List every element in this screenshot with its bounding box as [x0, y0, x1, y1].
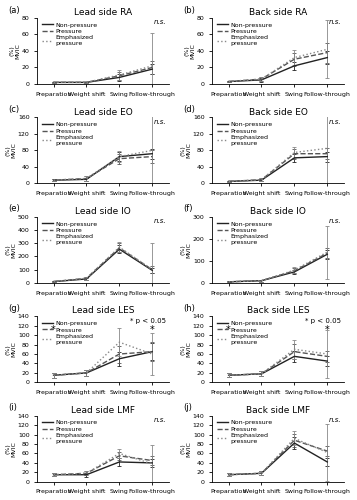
Title: Lead side LMF: Lead side LMF [71, 406, 135, 415]
Legend: Non-pressure, Pressure, Emphasized
pressure: Non-pressure, Pressure, Emphasized press… [40, 21, 99, 48]
Text: *: * [150, 325, 155, 335]
Title: Lead side IO: Lead side IO [75, 207, 131, 216]
Text: *: * [325, 325, 330, 335]
Text: *: * [51, 325, 56, 335]
Text: n.s.: n.s. [328, 218, 341, 224]
Y-axis label: (%)
MVIC: (%) MVIC [181, 142, 191, 158]
Text: n.s.: n.s. [154, 19, 166, 25]
Text: n.s.: n.s. [154, 218, 166, 224]
Y-axis label: (%)
MVIC: (%) MVIC [181, 342, 191, 357]
Text: (i): (i) [8, 404, 17, 412]
Text: (g): (g) [8, 304, 20, 313]
Text: * p < 0.05: * p < 0.05 [305, 318, 341, 324]
Text: (e): (e) [8, 204, 20, 214]
Y-axis label: (%)
MVIC: (%) MVIC [6, 242, 16, 258]
Title: Back side LMF: Back side LMF [246, 406, 310, 415]
Text: n.s.: n.s. [154, 118, 166, 124]
Legend: Non-pressure, Pressure, Emphasized
pressure: Non-pressure, Pressure, Emphasized press… [215, 21, 274, 48]
Text: n.s.: n.s. [328, 417, 341, 423]
Legend: Non-pressure, Pressure, Emphasized
pressure: Non-pressure, Pressure, Emphasized press… [40, 320, 99, 346]
Legend: Non-pressure, Pressure, Emphasized
pressure: Non-pressure, Pressure, Emphasized press… [40, 120, 99, 147]
Legend: Non-pressure, Pressure, Emphasized
pressure: Non-pressure, Pressure, Emphasized press… [40, 220, 99, 246]
Y-axis label: (%)
MVIC: (%) MVIC [181, 242, 191, 258]
Legend: Non-pressure, Pressure, Emphasized
pressure: Non-pressure, Pressure, Emphasized press… [215, 419, 274, 446]
Text: (d): (d) [183, 105, 195, 114]
Title: Back side LES: Back side LES [247, 306, 309, 316]
Legend: Non-pressure, Pressure, Emphasized
pressure: Non-pressure, Pressure, Emphasized press… [215, 120, 274, 147]
Text: (f): (f) [183, 204, 193, 214]
Text: (c): (c) [8, 105, 19, 114]
Y-axis label: (%)
MVIC: (%) MVIC [6, 142, 16, 158]
Y-axis label: (%)
MVIC: (%) MVIC [9, 43, 20, 59]
Title: Back side RA: Back side RA [249, 8, 307, 17]
Text: (j): (j) [183, 404, 192, 412]
Text: * p < 0.05: * p < 0.05 [130, 318, 166, 324]
Title: Lead side LES: Lead side LES [72, 306, 134, 316]
Legend: Non-pressure, Pressure, Emphasized
pressure: Non-pressure, Pressure, Emphasized press… [215, 320, 274, 346]
Text: (b): (b) [183, 6, 195, 15]
Y-axis label: (%)
MVIC: (%) MVIC [6, 342, 16, 357]
Y-axis label: (%)
MVIC: (%) MVIC [185, 43, 195, 59]
Y-axis label: (%)
MVIC: (%) MVIC [6, 441, 16, 456]
Title: Lead side EO: Lead side EO [74, 108, 132, 116]
Text: n.s.: n.s. [328, 118, 341, 124]
Legend: Non-pressure, Pressure, Emphasized
pressure: Non-pressure, Pressure, Emphasized press… [40, 419, 99, 446]
Text: n.s.: n.s. [328, 19, 341, 25]
Title: Lead side RA: Lead side RA [74, 8, 132, 17]
Title: Back side EO: Back side EO [248, 108, 307, 116]
Text: n.s.: n.s. [154, 417, 166, 423]
Text: *: * [226, 325, 231, 335]
Legend: Non-pressure, Pressure, Emphasized
pressure: Non-pressure, Pressure, Emphasized press… [215, 220, 274, 246]
Y-axis label: (%)
MVIC: (%) MVIC [181, 441, 191, 456]
Text: (h): (h) [183, 304, 195, 313]
Text: (a): (a) [8, 6, 20, 15]
Title: Back side IO: Back side IO [250, 207, 306, 216]
